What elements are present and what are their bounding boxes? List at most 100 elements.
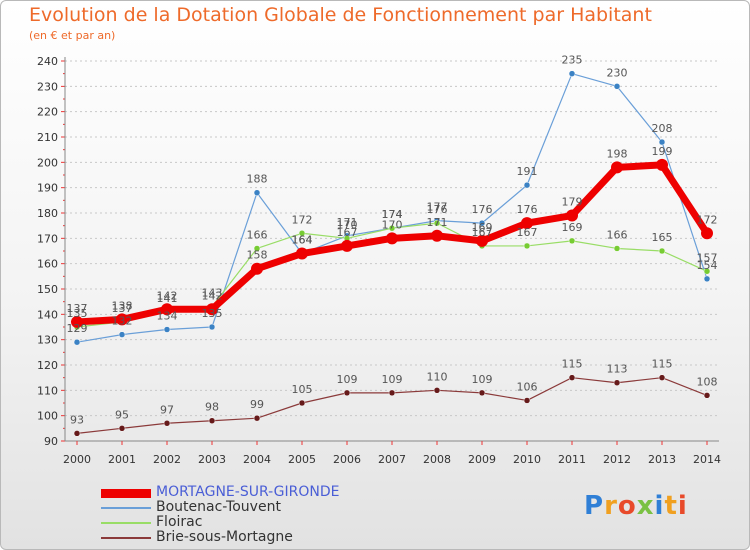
series-point <box>343 389 351 397</box>
x-tick-label: 2009 <box>468 453 496 466</box>
series-point <box>431 229 443 242</box>
series-point <box>118 425 126 432</box>
data-label: 93 <box>70 413 84 426</box>
y-tick-label: 130 <box>37 334 58 347</box>
data-label: 188 <box>247 173 268 186</box>
x-tick-label: 2013 <box>648 453 676 466</box>
data-label: 167 <box>472 226 493 239</box>
series-point <box>388 389 396 397</box>
series-point <box>476 234 488 247</box>
y-tick-label: 200 <box>37 156 58 169</box>
data-label: 135 <box>67 307 88 320</box>
data-label: 134 <box>157 310 178 323</box>
series-point <box>298 399 306 407</box>
data-label: 176 <box>427 203 448 216</box>
series-point <box>208 417 216 424</box>
series-point <box>478 389 486 397</box>
series-point <box>568 237 576 245</box>
series-point <box>523 181 531 189</box>
series-point <box>253 245 261 252</box>
series-point <box>523 242 531 250</box>
legend-swatch <box>101 488 151 498</box>
data-label: 137 <box>112 302 133 315</box>
data-label: 170 <box>382 218 403 231</box>
x-tick-label: 2008 <box>423 453 451 466</box>
data-label: 99 <box>250 398 264 411</box>
legend-label: Boutenac-Touvent <box>156 499 281 515</box>
series-point <box>71 315 83 328</box>
data-label: 171 <box>337 216 358 229</box>
y-tick-label: 220 <box>37 106 58 119</box>
y-tick-label: 170 <box>37 232 58 245</box>
data-label: 176 <box>517 203 538 216</box>
y-tick-label: 110 <box>37 384 58 397</box>
y-tick-label: 210 <box>37 131 58 144</box>
data-label: 177 <box>427 201 448 214</box>
data-label: 115 <box>652 358 673 371</box>
data-label: 208 <box>652 122 673 135</box>
data-label: 172 <box>292 213 313 226</box>
x-tick-label: 2003 <box>198 453 226 466</box>
series-point <box>116 313 128 326</box>
x-tick-label: 2004 <box>243 453 271 466</box>
series-point <box>568 374 576 381</box>
legend-swatch <box>101 522 151 524</box>
series-point <box>658 374 666 381</box>
data-label: 166 <box>607 228 628 241</box>
y-tick-label: 120 <box>37 359 58 372</box>
series-point <box>161 303 173 316</box>
data-label: 174 <box>382 208 403 221</box>
data-label: 129 <box>67 322 88 335</box>
series-point <box>478 219 486 227</box>
series-point <box>658 247 666 255</box>
data-label: 109 <box>337 373 358 386</box>
series-point <box>253 189 261 196</box>
x-tick-label: 2012 <box>603 453 631 466</box>
data-label: 164 <box>292 234 313 247</box>
axes: 90 100 110 120 130 140 150 160 170 180 190 200 210 22… <box>37 55 721 466</box>
series-point <box>656 158 668 171</box>
data-label: 95 <box>115 408 129 421</box>
data-label: 235 <box>562 54 583 67</box>
data-label: 157 <box>697 251 718 264</box>
data-label: 132 <box>112 315 133 328</box>
series-point <box>73 338 81 346</box>
y-tick-label: 160 <box>37 258 58 271</box>
data-label: 141 <box>157 292 178 305</box>
series-point <box>613 379 621 386</box>
series-point <box>701 227 713 240</box>
series-point <box>388 224 396 232</box>
series-point <box>298 230 306 237</box>
data-label: 174 <box>382 208 403 221</box>
data-label: 135 <box>202 307 223 320</box>
data-label: 154 <box>697 259 718 272</box>
data-label: 198 <box>607 147 628 160</box>
x-tick-label: 2000 <box>63 453 91 466</box>
data-label: 98 <box>205 401 219 414</box>
data-label: 171 <box>427 216 448 229</box>
data-label: 167 <box>517 226 538 239</box>
data-label: 110 <box>427 370 448 383</box>
y-tick-label: 140 <box>37 308 58 321</box>
y-tick-label: 150 <box>37 283 58 296</box>
series-point <box>163 326 171 333</box>
y-tick-label: 100 <box>37 410 58 423</box>
data-label: 169 <box>562 221 583 234</box>
legend-swatch <box>101 507 151 509</box>
data-label: 191 <box>517 165 538 178</box>
legend-label: MORTAGNE-SUR-GIRONDE <box>156 484 340 500</box>
series-point <box>208 323 216 331</box>
x-tick-label: 2014 <box>693 453 721 466</box>
series-point <box>433 219 441 227</box>
series-point <box>568 70 576 77</box>
data-label: 106 <box>517 380 538 393</box>
x-tick-label: 2011 <box>558 453 586 466</box>
series-group <box>71 70 713 437</box>
y-tick-label: 190 <box>37 182 58 195</box>
series-point <box>386 232 398 245</box>
data-label: 230 <box>607 66 628 79</box>
y-tick-label: 180 <box>37 207 58 220</box>
series-point <box>163 420 171 427</box>
